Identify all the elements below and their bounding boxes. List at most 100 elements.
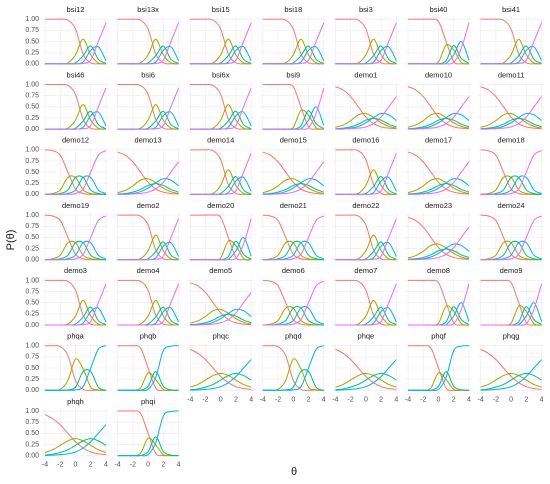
- facet-title: bsi6x: [212, 70, 230, 79]
- response-curve: [190, 218, 252, 261]
- x-tick-label: 2: [161, 462, 165, 469]
- facet-title: demo22: [352, 201, 379, 210]
- response-curve: [190, 282, 252, 326]
- facet-title: bsi9: [286, 70, 300, 79]
- y-tick-label: 0.00: [25, 126, 39, 133]
- facet-title: demo17: [425, 136, 452, 145]
- response-curve: [262, 183, 324, 195]
- facet-title: demo5: [209, 266, 232, 275]
- response-curve: [407, 112, 470, 129]
- response-curve: [408, 279, 469, 326]
- response-curve: [408, 161, 470, 195]
- response-curve: [262, 215, 325, 261]
- facet-title: demo15: [280, 136, 307, 145]
- response-curve: [480, 18, 542, 65]
- response-curve: [335, 372, 397, 388]
- response-curve: [45, 87, 107, 130]
- y-tick-label: 0.75: [25, 93, 39, 100]
- facet-title: phqf: [431, 331, 447, 340]
- facet-title: demo7: [354, 266, 377, 275]
- y-tick-label: 0.50: [25, 234, 39, 241]
- response-curve: [335, 218, 397, 261]
- x-tick-label: 0: [364, 396, 368, 403]
- facet-title: phqb: [140, 331, 157, 340]
- response-curve: [45, 279, 106, 326]
- y-tick-label: 1.00: [25, 212, 39, 219]
- facet-title: demo10: [425, 70, 452, 79]
- response-curve: [480, 348, 542, 390]
- x-tick-label: -4: [405, 396, 411, 403]
- y-tick-label: 0.75: [25, 223, 39, 230]
- response-curve: [190, 359, 252, 391]
- response-curve: [335, 22, 397, 65]
- y-tick-label: 0.50: [25, 104, 39, 111]
- x-tick-label: 4: [322, 396, 326, 403]
- response-curve: [45, 83, 106, 130]
- response-curve: [117, 345, 179, 392]
- y-tick-label: 0.00: [25, 257, 39, 264]
- y-tick-label: 1.00: [25, 277, 39, 284]
- response-curve: [117, 178, 179, 194]
- response-curve: [45, 215, 107, 261]
- response-curve: [190, 292, 252, 326]
- response-curve: [335, 18, 397, 65]
- response-curve: [117, 22, 180, 65]
- response-curve: [262, 178, 324, 194]
- response-curve: [117, 161, 179, 195]
- response-curve: [407, 151, 469, 195]
- x-tick-label: 2: [452, 396, 456, 403]
- y-tick-label: 0.50: [25, 300, 39, 307]
- y-tick-label: 0.50: [25, 38, 39, 45]
- y-tick-label: 0.75: [25, 27, 39, 34]
- y-axis-title: P(θ): [5, 230, 17, 251]
- facet-title: phqa: [67, 331, 85, 340]
- response-curve: [408, 345, 469, 392]
- response-curve: [44, 414, 107, 456]
- facet-title: phqe: [358, 331, 375, 340]
- x-tick-label: -4: [187, 396, 193, 403]
- facet-title: bsi15: [212, 5, 230, 14]
- x-tick-label: 4: [177, 462, 181, 469]
- response-curve: [262, 87, 325, 130]
- response-curve: [262, 280, 325, 326]
- response-curve: [335, 283, 397, 326]
- x-tick-label: -4: [260, 396, 266, 403]
- x-tick-label: 2: [234, 396, 238, 403]
- response-curve: [480, 372, 542, 391]
- facet-title: bsi6: [141, 70, 155, 79]
- response-curve: [117, 151, 179, 195]
- y-tick-label: 1.00: [25, 16, 39, 23]
- x-tick-label: 4: [104, 462, 108, 469]
- x-tick-label: 4: [540, 396, 544, 403]
- y-tick-label: 0.25: [25, 441, 39, 448]
- response-curve: [335, 86, 397, 130]
- facet-title: demo14: [207, 136, 234, 145]
- response-curve: [407, 86, 469, 130]
- response-curve: [190, 149, 252, 195]
- response-curve: [190, 18, 252, 65]
- x-tick-label: -2: [275, 396, 281, 403]
- facet-title: demo3: [64, 266, 87, 275]
- response-curve: [190, 348, 252, 390]
- response-curve: [44, 438, 107, 456]
- response-curve: [117, 283, 180, 326]
- y-tick-label: 0.25: [25, 376, 39, 383]
- facet-title: phqc: [213, 331, 230, 340]
- response-curve: [408, 183, 470, 195]
- response-curve: [407, 178, 470, 194]
- x-tick-label: 2: [379, 396, 383, 403]
- x-tick-label: 0: [146, 462, 150, 469]
- response-curve: [45, 345, 107, 391]
- x-tick-label: -2: [493, 396, 499, 403]
- facet-title: demo8: [427, 266, 450, 275]
- x-tick-label: -4: [332, 396, 338, 403]
- x-tick-label: 0: [291, 396, 295, 403]
- response-curve: [408, 283, 470, 326]
- y-tick-label: 0.25: [25, 311, 39, 318]
- response-curve: [117, 83, 179, 130]
- facet-title: demo18: [498, 136, 525, 145]
- y-tick-label: 0.50: [25, 169, 39, 176]
- facet-title: bsi41: [502, 5, 520, 14]
- response-curve: [190, 214, 252, 261]
